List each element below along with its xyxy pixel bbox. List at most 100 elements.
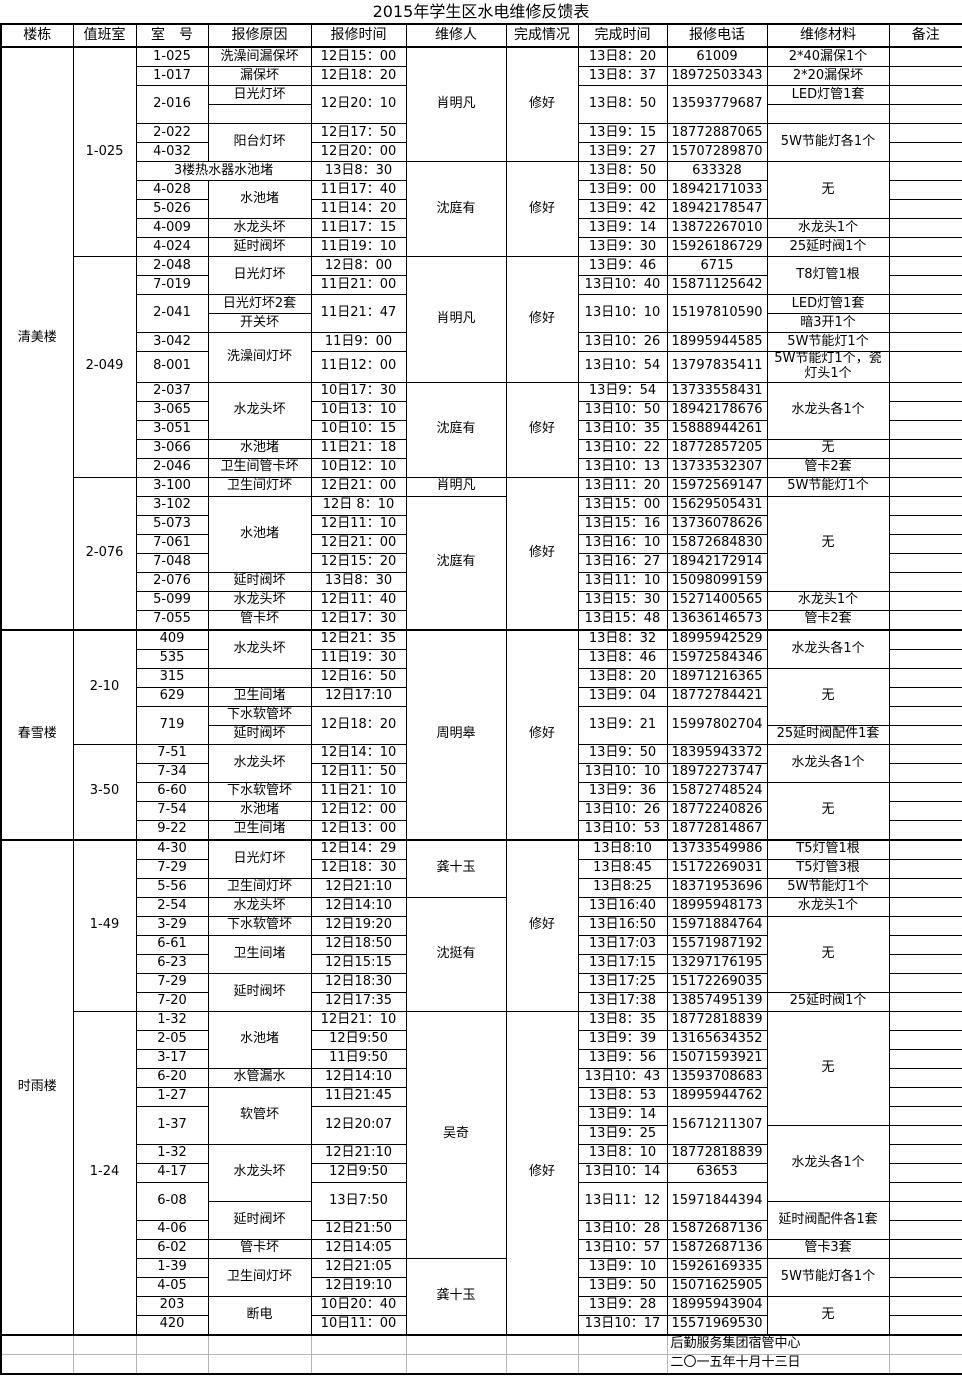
cell-remark (888, 724, 962, 745)
footer-cell (405, 1353, 507, 1375)
cell-materials: 无 (766, 667, 890, 726)
cell-report-time: 12日15：20 (310, 552, 407, 573)
cell-phone: 13297176195 (666, 953, 768, 974)
cell-remark (888, 667, 962, 688)
cell-materials: 无 (766, 1295, 890, 1336)
cell-room-number: 7-51 (135, 743, 209, 764)
cell-phone: 15707289870 (666, 142, 768, 162)
cell-repair-reason: 卫生间灯坏 (207, 1257, 312, 1297)
cell-materials (766, 104, 890, 124)
cell-remark (888, 838, 962, 860)
cell-materials: 无 (766, 781, 890, 841)
cell-room-number: 7-29 (135, 972, 209, 993)
cell-room-number: 6-20 (135, 1067, 209, 1088)
cell-materials: 水龙头各1个 (766, 743, 890, 783)
cell-report-time: 11日21：18 (310, 438, 407, 459)
cell-report-time: 12日20:07 (310, 1105, 407, 1145)
cell-remark (888, 332, 962, 352)
cell-phone: 18995943904 (666, 1295, 768, 1316)
cell-materials: 2*40漏保1个 (766, 46, 890, 67)
cell-completion-time: 13日17:25 (577, 972, 668, 993)
cell-phone: 15071593921 (666, 1048, 768, 1069)
cell-report-time: 12日14:10 (310, 896, 407, 917)
footer-cell (310, 1353, 407, 1375)
footer-cell (505, 1333, 579, 1355)
footer-cell (577, 1353, 668, 1375)
cell-remark (888, 237, 962, 257)
cell-phone: 15571987192 (666, 934, 768, 955)
cell-remark (888, 1010, 962, 1031)
cell-completion-time: 13日9：21 (577, 705, 668, 745)
cell-completion-time: 13日8：50 (577, 85, 668, 124)
cell-room-number: 6-61 (135, 934, 209, 955)
cell-remark (888, 85, 962, 105)
cell-repair-reason: 管卡坏 (207, 1238, 312, 1259)
cell-completion-status: 修好 (505, 161, 579, 257)
header-remark: 备注 (888, 23, 962, 48)
cell-remark (888, 161, 962, 181)
cell-room-number: 5-026 (135, 199, 209, 219)
cell-materials: 无 (766, 161, 890, 219)
cell-report-time: 13日7:50 (310, 1181, 407, 1221)
cell-remark (888, 800, 962, 821)
footer-cell (135, 1333, 209, 1355)
cell-phone: 15872687136 (666, 1238, 768, 1259)
cell-completion-time: 13日10：54 (577, 351, 668, 383)
cell-remark (888, 1067, 962, 1088)
cell-completion-time: 13日9：39 (577, 1029, 668, 1050)
cell-materials: 25延时阀1个 (766, 237, 890, 257)
cell-room-number: 4-06 (135, 1219, 209, 1240)
cell-remark (888, 104, 962, 124)
footer-cell (888, 1333, 962, 1355)
cell-repairer: 周明皋 (405, 628, 507, 841)
cell-repair-reason: 卫生间灯坏 (207, 877, 312, 898)
footer-cell (577, 1333, 668, 1355)
cell-room-number: 9-22 (135, 819, 209, 841)
cell-repair-reason: 管卡坏 (207, 609, 312, 631)
cell-phone: 13872267010 (666, 218, 768, 238)
cell-completion-time: 13日8：32 (577, 628, 668, 650)
cell-room-number: 3楼热水器水池堵 (135, 161, 312, 181)
cell-phone: 15271400565 (666, 590, 768, 611)
cell-phone: 13593779687 (666, 85, 768, 124)
cell-materials: 5W节能灯各1个 (766, 1257, 890, 1297)
cell-room-number: 4-17 (135, 1162, 209, 1183)
cell-phone: 15872748524 (666, 781, 768, 802)
cell-repair-reason: 水池堵 (207, 495, 312, 573)
cell-report-time: 12日21:10 (310, 877, 407, 898)
cell-report-time: 11日21:45 (310, 1086, 407, 1107)
cell-repair-reason: 水池堵 (207, 438, 312, 459)
cell-repair-reason: 卫生间灯坏 (207, 476, 312, 497)
cell-room-number: 203 (135, 1295, 209, 1316)
cell-remark (888, 275, 962, 295)
cell-completion-time: 13日16:40 (577, 896, 668, 917)
cell-phone: 15926169335 (666, 1257, 768, 1278)
cell-phone: 18995944762 (666, 1086, 768, 1107)
cell-completion-time: 13日9：28 (577, 1295, 668, 1316)
cell-phone: 18995948173 (666, 896, 768, 917)
cell-report-time: 12日19:10 (310, 1276, 407, 1297)
cell-repair-reason: 延时阀坏 (207, 1200, 312, 1240)
header-completion-time: 完成时间 (577, 23, 668, 48)
cell-report-time: 12日21:50 (310, 1219, 407, 1240)
cell-remark (888, 351, 962, 383)
cell-phone: 15888944261 (666, 419, 768, 440)
cell-completion-time: 13日9：50 (577, 1276, 668, 1297)
cell-report-time: 12日20：10 (310, 85, 407, 124)
cell-completion-time: 13日8：10 (577, 1143, 668, 1164)
cell-phone: 18972273747 (666, 762, 768, 783)
cell-report-time: 11日21：10 (310, 781, 407, 802)
cell-completion-time: 13日10：26 (577, 800, 668, 821)
cell-report-time: 10日11：00 (310, 1314, 407, 1336)
cell-repair-reason: 水管漏水 (207, 1067, 312, 1088)
cell-report-time: 12日8：00 (310, 256, 407, 276)
cell-room-number: 1-32 (135, 1010, 209, 1031)
cell-phone: 15972569147 (666, 476, 768, 497)
cell-repair-reason: 水龙头坏 (207, 628, 312, 669)
cell-duty-room: 3-50 (72, 743, 137, 841)
cell-room-number: 6-08 (135, 1181, 209, 1221)
cell-room-number: 1-32 (135, 1143, 209, 1164)
cell-completion-time: 13日10：10 (577, 762, 668, 783)
cell-remark (888, 438, 962, 459)
header-room-number: 室 号 (135, 23, 209, 48)
